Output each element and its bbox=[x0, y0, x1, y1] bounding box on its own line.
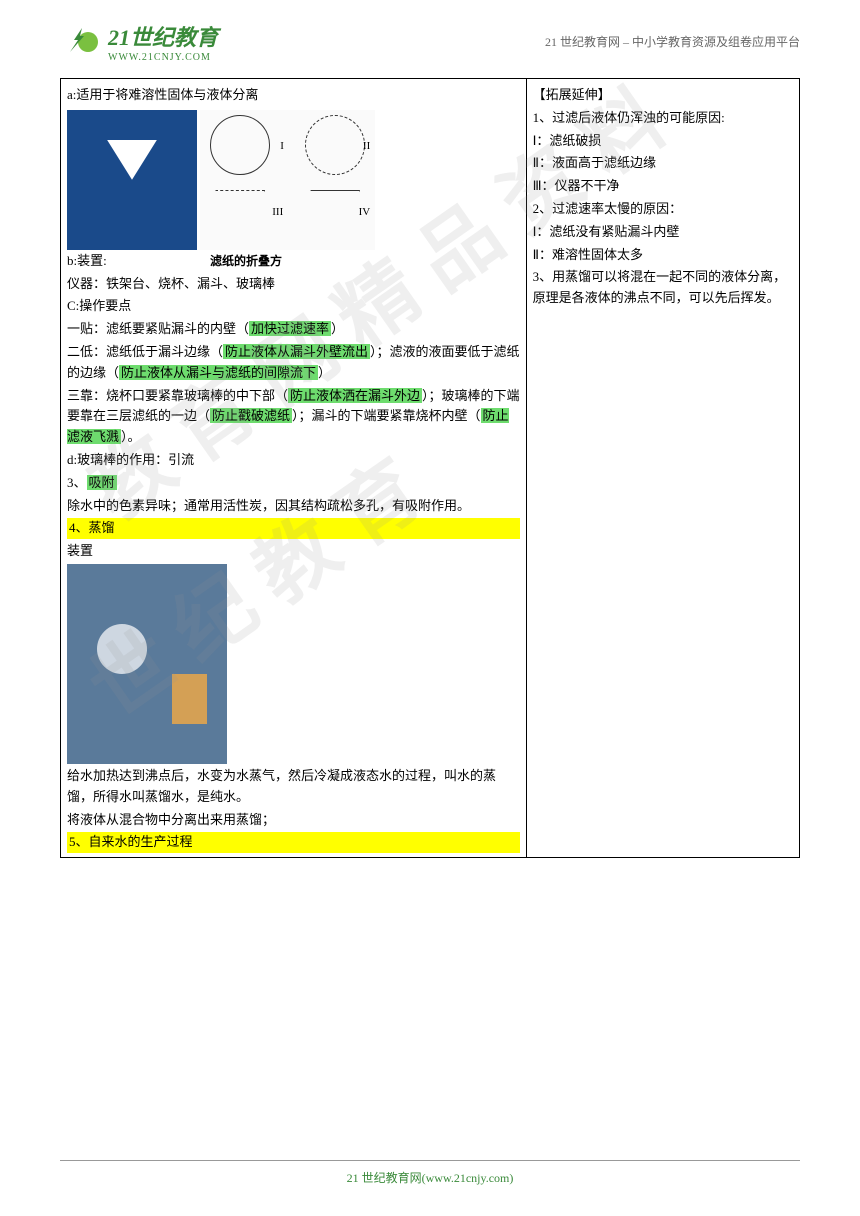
fold-diagram: I II III IV bbox=[200, 110, 375, 250]
logo-section: 21世纪教育 WWW.21CNJY.COM bbox=[60, 20, 218, 63]
text-a: a:适用于将难溶性固体与液体分离 bbox=[67, 85, 520, 106]
ext-r1-3: Ⅲ：仪器不干净 bbox=[533, 176, 793, 197]
content-wrapper: a:适用于将难溶性固体与液体分离 I II III IV b bbox=[0, 78, 860, 858]
hl-2a: 防止液体从漏斗外壁流出 bbox=[223, 344, 370, 359]
text-c: C:操作要点 bbox=[67, 296, 520, 317]
page-footer: 21 世纪教育网(www.21cnjy.com) bbox=[60, 1160, 800, 1186]
left-column: a:适用于将难溶性固体与液体分离 I II III IV b bbox=[61, 79, 527, 858]
text-b-prefix: b:装置: bbox=[67, 253, 107, 268]
distill-desc1: 给水加热达到沸点后，水变为水蒸气，然后冷凝成液态水的过程，叫水的蒸馏，所得水叫蒸… bbox=[67, 766, 520, 808]
logo-url: WWW.21CNJY.COM bbox=[108, 52, 218, 63]
text-line3: 三靠：烧杯口要紧靠玻璃棒的中下部（防止液体洒在漏斗外边）；玻璃棒的下端要靠在三层… bbox=[67, 386, 520, 448]
text-sec3-desc: 除水中的色素异味；通常用活性炭，因其结构疏松多孔，有吸附作用。 bbox=[67, 496, 520, 517]
text-sec4-device: 装置 bbox=[67, 541, 520, 562]
text-instruments: 仪器：铁架台、烧杯、漏斗、玻璃棒 bbox=[67, 274, 520, 295]
ext-title: 【拓展延伸】 bbox=[533, 85, 793, 106]
distillation-image bbox=[67, 564, 227, 764]
ext-r2-1: Ⅰ：滤纸没有紧贴漏斗内壁 bbox=[533, 222, 793, 243]
row-b: b:装置: 滤纸的折叠方 bbox=[67, 250, 520, 272]
ext-r1-2: Ⅱ：液面高于滤纸边缘 bbox=[533, 153, 793, 174]
header-right-text: 21 世纪教育网 – 中小学教育资源及组卷应用平台 bbox=[545, 33, 800, 50]
filtration-image bbox=[67, 110, 197, 250]
ext-r2-2: Ⅱ：难溶性固体太多 bbox=[533, 245, 793, 266]
hl-1: 加快过滤速率 bbox=[249, 321, 331, 336]
image-row: I II III IV bbox=[67, 110, 520, 250]
logo-text: 21世纪教育 WWW.21CNJY.COM bbox=[108, 20, 218, 63]
text-line2: 二低：滤纸低于漏斗边缘（防止液体从漏斗外壁流出）；滤液的液面要低于滤纸的边缘（防… bbox=[67, 342, 520, 384]
page-header: 21世纪教育 WWW.21CNJY.COM 21 世纪教育网 – 中小学教育资源… bbox=[0, 0, 860, 78]
logo-icon bbox=[60, 22, 100, 62]
text-d: d:玻璃棒的作用：引流 bbox=[67, 450, 520, 471]
hl-2b: 防止液体从漏斗与滤纸的间隙流下 bbox=[119, 365, 318, 380]
distill-desc2: 将液体从混合物中分离出来用蒸馏； bbox=[67, 810, 520, 831]
text-sec3: 3、吸附 bbox=[67, 473, 520, 494]
hl-3b: 防止戳破滤纸 bbox=[210, 408, 292, 423]
ext-r1: 1、过滤后液体仍浑浊的可能原因: bbox=[533, 108, 793, 129]
main-content-table: a:适用于将难溶性固体与液体分离 I II III IV b bbox=[60, 78, 800, 858]
fold-caption: 滤纸的折叠方 bbox=[210, 252, 282, 271]
ext-r1-1: Ⅰ：滤纸破损 bbox=[533, 131, 793, 152]
ext-r3: 3、用蒸馏可以将混在一起不同的液体分离，原理是各液体的沸点不同，可以先后挥发。 bbox=[533, 267, 793, 309]
text-sec4: 4、蒸馏 bbox=[67, 518, 520, 539]
text-line1: 一贴：滤纸要紧贴漏斗的内壁（加快过滤速率） bbox=[67, 319, 520, 340]
right-column: 【拓展延伸】 1、过滤后液体仍浑浊的可能原因: Ⅰ：滤纸破损 Ⅱ：液面高于滤纸边… bbox=[526, 79, 799, 858]
hl-3a: 防止液体洒在漏斗外边 bbox=[288, 388, 422, 403]
text-sec5: 5、自来水的生产过程 bbox=[67, 832, 520, 853]
hl-adsorb: 吸附 bbox=[87, 475, 117, 490]
ext-r2: 2、过滤速率太慢的原因： bbox=[533, 199, 793, 220]
logo-title: 21世纪教育 bbox=[108, 20, 218, 52]
